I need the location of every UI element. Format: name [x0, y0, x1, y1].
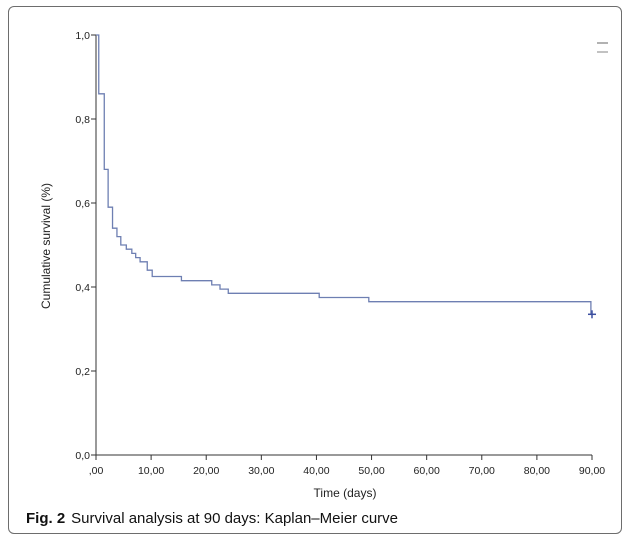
y-tick-label: 0,6: [75, 198, 90, 210]
x-tick-label: 30,00: [248, 465, 274, 477]
x-axis-ticks: ,00 10,00 20,00 30,00 40,00 50,00 60,00 70,00 80…: [89, 455, 605, 477]
x-tick-label: ,00: [89, 465, 104, 477]
survival-curve-group: [96, 34, 596, 319]
x-tick-label: 50,00: [358, 465, 384, 477]
caption-text: Survival analysis at 90 days: Kaplan–Mei…: [71, 510, 399, 527]
x-tick-label: 20,00: [193, 465, 219, 477]
figure-caption: Fig. 2 Survival analysis at 90 days: Kapl…: [26, 510, 616, 532]
y-tick-label: 0,2: [75, 366, 90, 378]
y-tick-label: 0,0: [75, 450, 90, 462]
survival-curve-line: [96, 34, 592, 315]
axes: [95, 35, 592, 456]
x-axis-title: Time (days): [314, 486, 377, 500]
y-axis-ticks: 0,0 0,2 0,4 0,6 0,8 1,0: [75, 30, 96, 462]
y-tick-label: 0,8: [75, 114, 90, 126]
x-tick-label: 40,00: [303, 465, 329, 477]
legend: [597, 42, 608, 53]
x-tick-label: 90,00: [579, 465, 605, 477]
x-tick-label: 80,00: [524, 465, 550, 477]
figure-frame: [8, 6, 622, 534]
y-axis-title: Cumulative survival (%): [39, 183, 53, 309]
y-tick-label: 0,4: [75, 282, 90, 294]
x-tick-label: 60,00: [414, 465, 440, 477]
x-tick-label: 70,00: [469, 465, 495, 477]
x-tick-label: 10,00: [138, 465, 164, 477]
caption-label: Fig. 2: [26, 510, 66, 527]
y-tick-label: 1,0: [75, 30, 90, 42]
